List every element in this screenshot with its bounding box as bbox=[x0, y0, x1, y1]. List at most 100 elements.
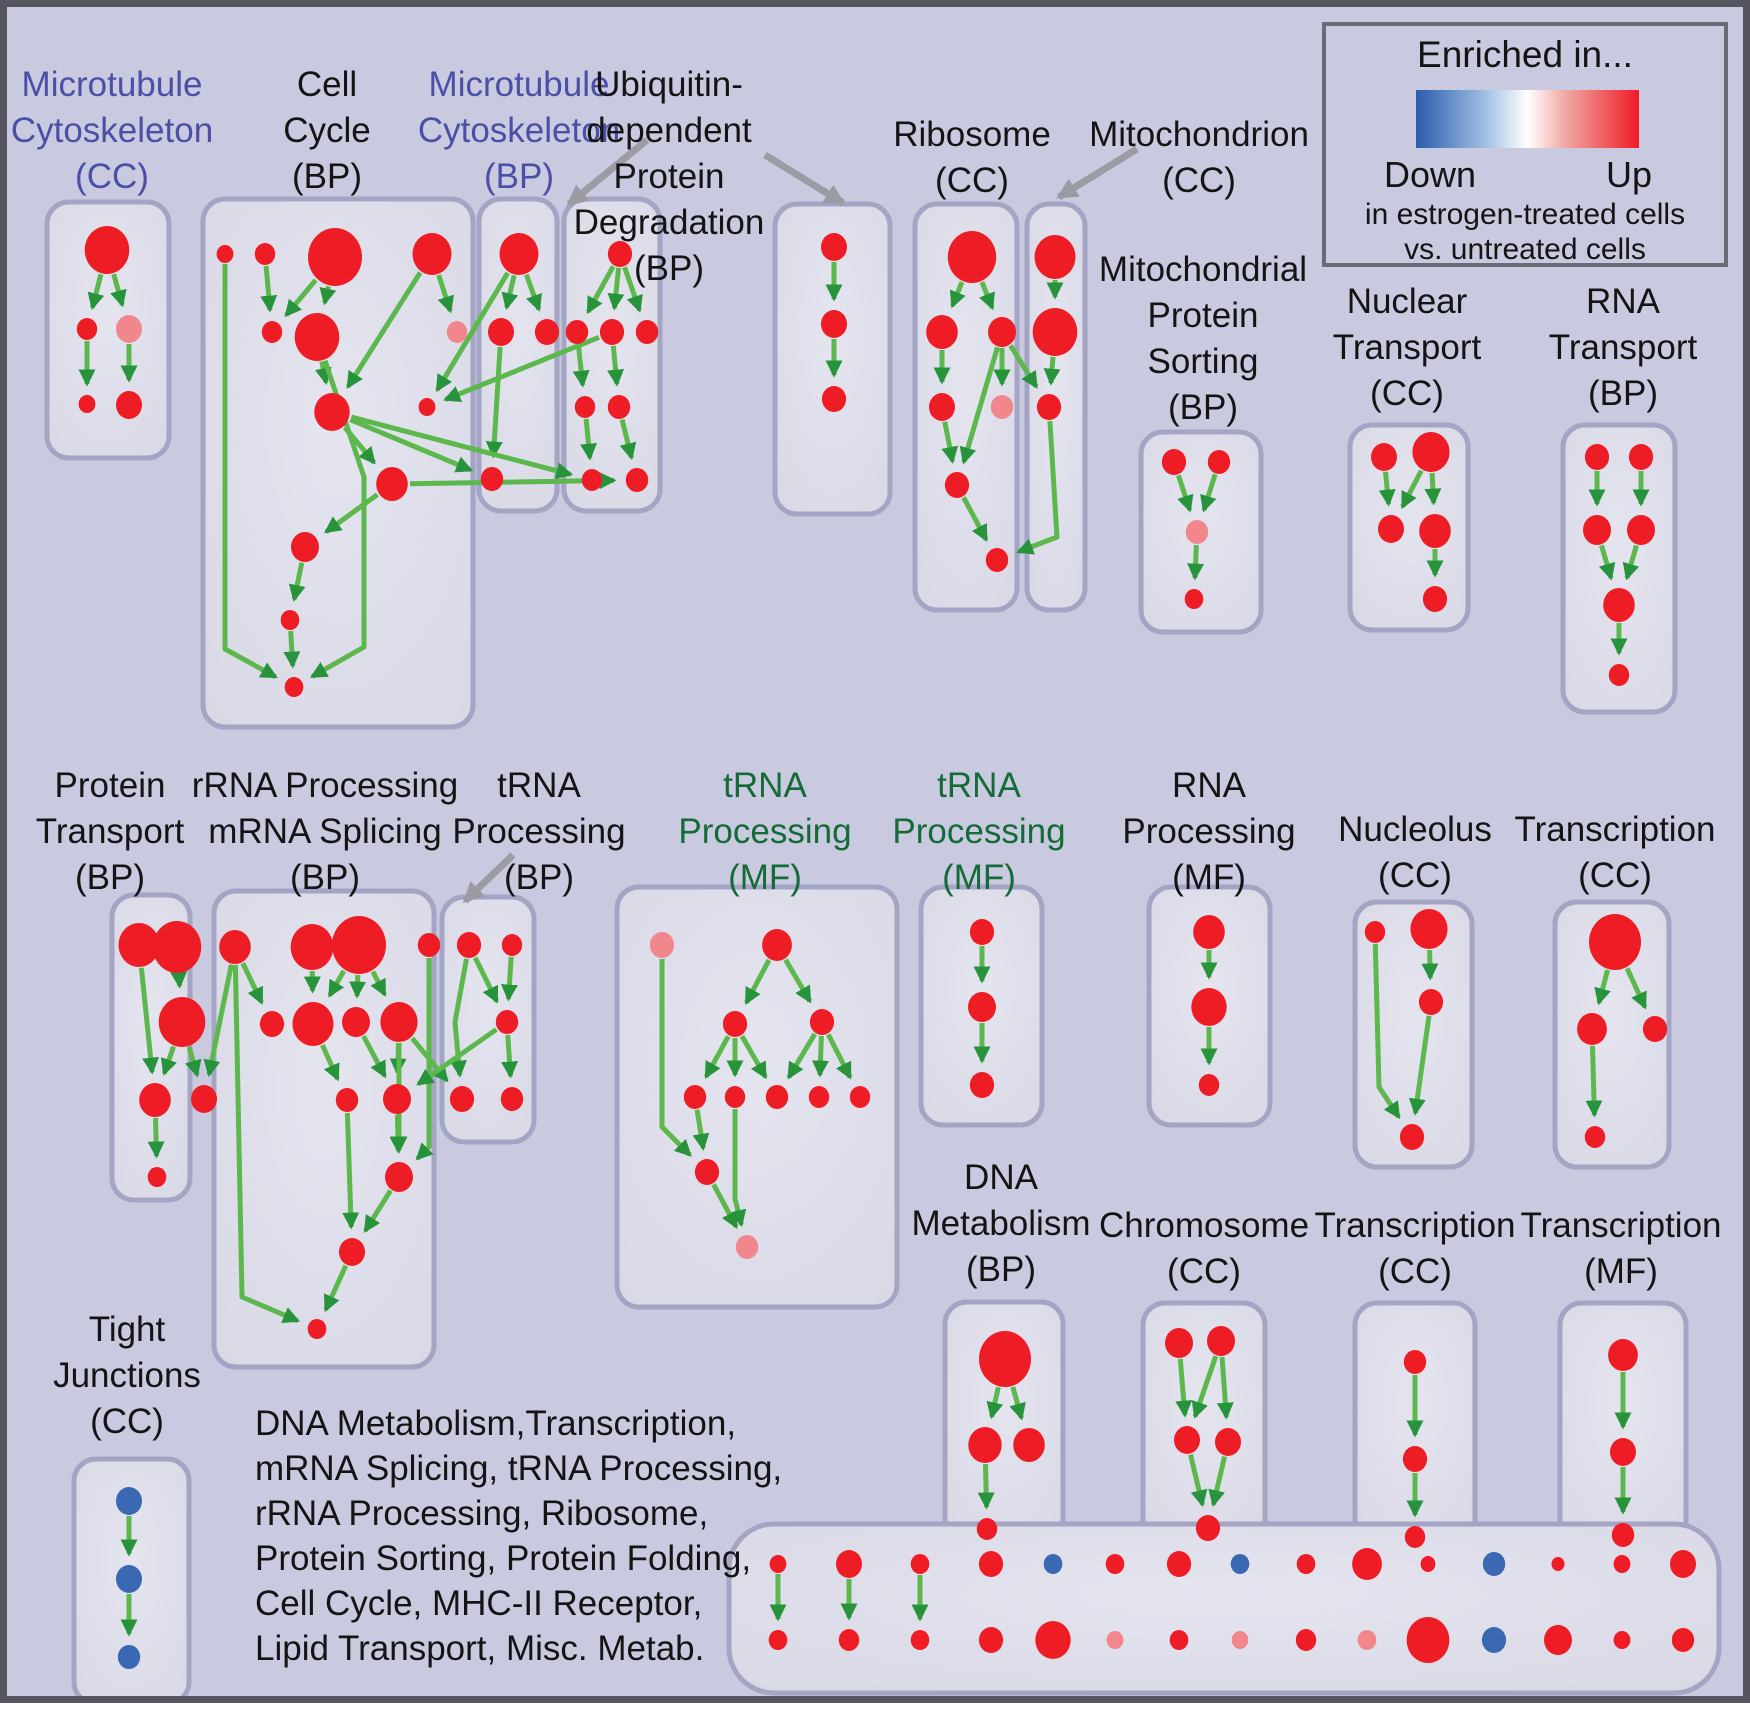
edge-arrow bbox=[1622, 544, 1640, 581]
node-rna-processing-mf-2 bbox=[1198, 1074, 1220, 1096]
node-cell-cycle-4 bbox=[261, 321, 283, 343]
label-rna-processing-mf: RNA Processing (MF) bbox=[1122, 766, 1296, 897]
node-misc-23 bbox=[1295, 1629, 1317, 1651]
edge-arrow bbox=[138, 967, 160, 1075]
node-microtubule-bp-1 bbox=[488, 318, 514, 346]
node-misc-14 bbox=[1670, 1550, 1696, 1578]
node-nucleolus-2 bbox=[1418, 989, 1444, 1015]
node-nucleolus-1 bbox=[1410, 909, 1448, 949]
edge-arrow bbox=[744, 958, 772, 1006]
node-mitochondrion-2 bbox=[1036, 394, 1062, 420]
legend-title: Enriched in... bbox=[1417, 34, 1633, 75]
legend-gradient-bar bbox=[1416, 90, 1639, 148]
label-trna-processing-mf-1: tRNA Processing (MF) bbox=[678, 766, 852, 897]
node-rna-processing-mf-1 bbox=[1191, 988, 1227, 1026]
node-microtubule-cc-1 bbox=[76, 318, 98, 340]
legend-subtitle-2: vs. untreated cells bbox=[1404, 233, 1646, 266]
node-ribosome-5 bbox=[944, 472, 970, 498]
edge-arrow bbox=[1187, 544, 1205, 581]
edge-arrow bbox=[572, 344, 590, 388]
edge-arrow bbox=[283, 630, 301, 669]
node-dna-metabolism-0 bbox=[979, 1331, 1031, 1387]
edge-arrow bbox=[501, 274, 519, 311]
edge-arrow bbox=[1408, 1015, 1432, 1116]
node-microtubule-cc-3 bbox=[78, 395, 96, 413]
edge-arrow bbox=[941, 421, 959, 464]
edge-arrow bbox=[1598, 544, 1616, 581]
node-microtubule-bp-0 bbox=[499, 233, 539, 275]
label-ribosome-cc: Ribosome (CC) bbox=[893, 115, 1051, 200]
node-cell-cycle-9 bbox=[376, 467, 408, 501]
node-rrna-6 bbox=[342, 1007, 370, 1037]
edge-arrow bbox=[389, 1114, 407, 1154]
node-misc-16 bbox=[838, 1629, 860, 1651]
node-transcription-cc-2-2 bbox=[1404, 1526, 1426, 1548]
node-rna-transport-0 bbox=[1584, 444, 1610, 470]
edge-arrow bbox=[1216, 1356, 1234, 1420]
node-cell-cycle-11 bbox=[280, 610, 300, 630]
label-pointer-arrow bbox=[1056, 146, 1139, 200]
node-misc-11 bbox=[1482, 1552, 1506, 1576]
node-tight-junctions-2 bbox=[117, 1645, 141, 1669]
node-mitochondrion-0 bbox=[1034, 235, 1076, 279]
node-misc-5 bbox=[1105, 1554, 1125, 1574]
edge-arrow bbox=[320, 1043, 340, 1082]
edge-arrow bbox=[580, 418, 597, 461]
node-trna-mf-2-1 bbox=[968, 992, 996, 1022]
node-microtubule-cc-4 bbox=[116, 391, 142, 419]
node-ribosome-6 bbox=[985, 548, 1009, 572]
edge-arrow bbox=[783, 958, 813, 1004]
node-ribosome-3 bbox=[929, 393, 955, 421]
node-misc-6 bbox=[1166, 1551, 1192, 1577]
node-trna-bp-3 bbox=[449, 1086, 475, 1112]
node-trna-bp-2 bbox=[495, 1010, 519, 1034]
node-mito-sorting-1 bbox=[1207, 450, 1231, 474]
edge-arrow bbox=[160, 1045, 177, 1076]
group-box-rrna bbox=[211, 888, 437, 1370]
edge-arrow bbox=[1585, 1045, 1603, 1118]
node-ribosome-1 bbox=[926, 315, 958, 349]
node-protein-transport-4 bbox=[191, 1085, 217, 1113]
edge-arrow bbox=[1594, 969, 1611, 1006]
node-misc-21 bbox=[1169, 1630, 1189, 1650]
node-dna-metabolism-3 bbox=[976, 1518, 998, 1540]
node-protein-transport-0 bbox=[118, 923, 160, 967]
node-ubiquitin-1-5 bbox=[607, 395, 631, 419]
group-box-misc bbox=[726, 1521, 1722, 1696]
node-dna-metabolism-1 bbox=[968, 1427, 1002, 1463]
label-pointer-arrow bbox=[566, 137, 650, 207]
node-trna-mf-1-5 bbox=[724, 1086, 746, 1108]
node-trna-mf-1-9 bbox=[694, 1159, 720, 1185]
node-chromosome-2 bbox=[1174, 1426, 1200, 1454]
node-misc-8 bbox=[1296, 1554, 1316, 1574]
node-ubiquitin-1-3 bbox=[635, 320, 659, 344]
edge-arrow bbox=[443, 334, 600, 402]
node-transcription-cc-1-1 bbox=[1577, 1013, 1607, 1045]
group-box-nuclear-transport bbox=[1347, 422, 1471, 633]
node-ubiquitin-1-0 bbox=[607, 241, 633, 267]
node-nuclear-transport-3 bbox=[1419, 514, 1451, 548]
node-trna-bp-4 bbox=[500, 1087, 524, 1111]
node-misc-24 bbox=[1357, 1630, 1377, 1650]
node-ubiquitin-2-1 bbox=[821, 310, 847, 338]
edge-arrow bbox=[472, 956, 500, 1004]
node-mito-sorting-2 bbox=[1185, 520, 1209, 544]
label-trna-processing-bp: tRNA Processing (BP) bbox=[452, 766, 626, 897]
node-transcription-cc-2-1 bbox=[1402, 1446, 1428, 1472]
node-mito-sorting-0 bbox=[1161, 449, 1187, 475]
edge-arrow bbox=[410, 1036, 449, 1083]
label-nucleolus-cc: Nucleolus (CC) bbox=[1338, 810, 1492, 895]
node-misc-15 bbox=[768, 1630, 788, 1650]
edge-arrow bbox=[979, 281, 995, 311]
edge-arrow bbox=[1372, 943, 1401, 1120]
edge-arrow bbox=[739, 1034, 768, 1080]
node-rrna-10 bbox=[385, 1162, 413, 1192]
edge-arrow bbox=[415, 958, 434, 1161]
node-misc-26 bbox=[1481, 1627, 1507, 1653]
edge-arrow bbox=[977, 1463, 995, 1510]
node-trna-mf-2-0 bbox=[969, 919, 995, 945]
node-ribosome-0 bbox=[947, 231, 997, 283]
edge-arrow bbox=[619, 419, 637, 461]
label-protein-transport-bp: Protein Transport (BP) bbox=[35, 766, 185, 897]
